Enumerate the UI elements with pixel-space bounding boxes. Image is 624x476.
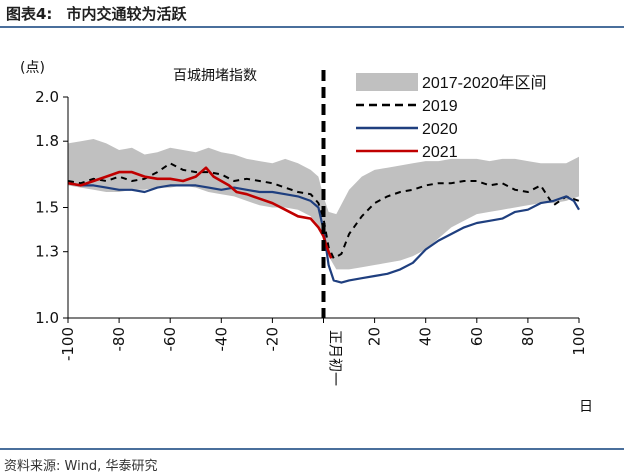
source-note: 资料来源: Wind, 华泰研究 bbox=[4, 459, 158, 474]
legend-label: 2017-2020年区间 bbox=[422, 74, 547, 92]
y-tick-label: 1.8 bbox=[35, 132, 59, 150]
series-layer bbox=[67, 162, 580, 284]
series-2019-line bbox=[67, 162, 580, 260]
y-tick-label: 1.3 bbox=[35, 243, 59, 261]
y-tick-label: 1.0 bbox=[35, 309, 59, 327]
chart: (点) 百城拥堵指数 1.0 1.3 1.5 1.8 2.0 -100 -80 -60 -40 -… bbox=[20, 60, 593, 415]
x-tick-label: 60 bbox=[468, 327, 486, 346]
series-2021-line bbox=[67, 166, 333, 259]
x-tick-label: -80 bbox=[110, 327, 128, 352]
legend-label: 2020 bbox=[422, 121, 458, 138]
top-rule bbox=[0, 26, 624, 28]
x-tick-label: -40 bbox=[212, 327, 230, 352]
x-tick-label: -100 bbox=[59, 327, 77, 361]
x-tick-label: 40 bbox=[417, 327, 435, 346]
figure-label: 图表4: bbox=[6, 5, 53, 23]
y-unit-label: (点) bbox=[20, 60, 45, 76]
series-2020-line bbox=[67, 182, 580, 284]
x-tick-label: -20 bbox=[263, 327, 281, 352]
y-tick-label: 2.0 bbox=[35, 88, 59, 106]
y-tick-label: 1.5 bbox=[35, 199, 59, 217]
x-tick-label: 80 bbox=[519, 327, 537, 346]
x-unit-label: 日 bbox=[579, 399, 593, 415]
center-label: 正月初一 bbox=[327, 330, 344, 386]
x-tick-label: -60 bbox=[161, 327, 179, 352]
bottom-rule bbox=[0, 448, 624, 450]
chart-title: 百城拥堵指数 bbox=[173, 68, 257, 84]
figure-heading: 市内交通较为活跃 bbox=[66, 5, 187, 23]
legend-label: 2019 bbox=[422, 98, 458, 115]
x-tick-label: 20 bbox=[366, 327, 384, 346]
legend-label: 2021 bbox=[422, 144, 458, 161]
axes-layer: 1.0 1.3 1.5 1.8 2.0 -100 -80 -60 -40 -20 20 40 60 80 1… bbox=[35, 88, 588, 361]
figure-title: 图表4: 市内交通较为活跃 bbox=[6, 3, 186, 24]
x-tick-label: 100 bbox=[570, 327, 588, 356]
legend-swatch-band bbox=[356, 73, 418, 91]
legend: 2017-2020年区间 2019 2020 2021 bbox=[356, 73, 547, 161]
